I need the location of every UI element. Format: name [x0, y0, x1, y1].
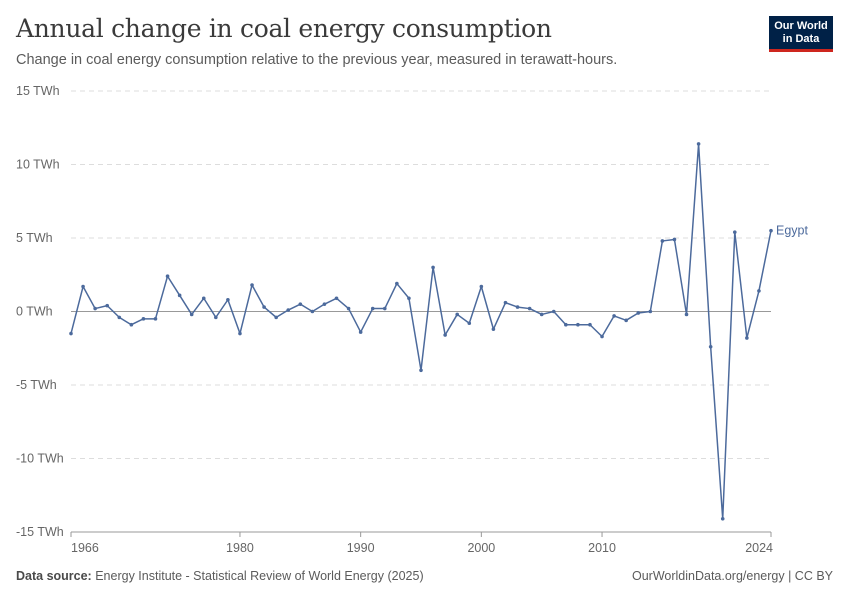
gridlines	[71, 90, 771, 533]
y-tick-label: 15 TWh	[16, 84, 60, 98]
data-point[interactable]	[515, 305, 520, 309]
data-point[interactable]	[274, 315, 278, 320]
data-point[interactable]	[177, 293, 182, 298]
data-point[interactable]	[286, 308, 291, 312]
data-point[interactable]	[732, 230, 737, 234]
chart-subtitle: Change in coal energy consumption relati…	[16, 52, 618, 68]
series-label-egypt[interactable]: Egypt	[776, 224, 808, 238]
series-lines	[70, 143, 772, 520]
data-point[interactable]	[588, 322, 592, 327]
data-point[interactable]	[153, 317, 158, 321]
logo-line-1: Our World	[774, 20, 828, 32]
data-point[interactable]	[564, 322, 568, 327]
data-source-text: Energy Institute - Statistical Review of…	[95, 569, 424, 583]
data-point[interactable]	[636, 311, 641, 315]
data-point[interactable]	[769, 228, 773, 233]
data-point[interactable]	[81, 284, 85, 289]
data-point[interactable]	[226, 297, 230, 302]
y-tick-label: 5 TWh	[16, 231, 53, 245]
data-point[interactable]	[382, 306, 387, 311]
chart-title: Annual change in coal energy consumption	[16, 14, 552, 43]
data-point[interactable]	[322, 302, 327, 306]
data-point[interactable]	[491, 327, 496, 331]
data-point[interactable]	[250, 283, 254, 287]
data-point[interactable]	[129, 322, 134, 327]
data-point[interactable]	[551, 309, 556, 314]
data-point[interactable]	[214, 315, 218, 320]
data-point[interactable]	[334, 296, 339, 301]
data-point[interactable]	[298, 302, 303, 306]
series-labels: Egypt	[776, 224, 808, 238]
data-point[interactable]	[310, 309, 315, 314]
data-point[interactable]	[696, 142, 701, 146]
data-point[interactable]	[539, 312, 544, 317]
data-points	[69, 142, 773, 521]
data-point[interactable]	[189, 312, 194, 317]
data-point[interactable]	[527, 306, 532, 311]
data-point[interactable]	[69, 331, 73, 336]
data-point[interactable]	[455, 312, 460, 317]
data-point[interactable]	[395, 281, 399, 286]
data-point[interactable]	[93, 306, 97, 311]
owid-logo[interactable]: Our World in Data	[769, 16, 833, 52]
y-tick-label: 10 TWh	[16, 158, 60, 172]
x-tick-label: 2010	[588, 541, 616, 555]
y-tick-label: 0 TWh	[16, 305, 53, 319]
y-tick-label: -15 TWh	[16, 525, 64, 539]
x-tick-label: 1966	[71, 541, 99, 555]
data-point[interactable]	[419, 368, 423, 373]
data-point[interactable]	[503, 300, 508, 305]
data-point[interactable]	[757, 289, 761, 293]
data-point[interactable]	[262, 305, 266, 309]
data-point[interactable]	[612, 314, 616, 318]
data-point[interactable]	[431, 265, 435, 270]
y-tick-label: -10 TWh	[16, 452, 64, 466]
data-source: Data source: Energy Institute - Statisti…	[16, 569, 424, 583]
y-tick-label: -5 TWh	[16, 378, 57, 392]
data-point[interactable]	[467, 321, 472, 326]
data-point[interactable]	[600, 334, 604, 339]
x-tick-label: 1990	[347, 541, 375, 555]
footer-credit[interactable]: OurWorldinData.org/energy | CC BY	[631, 569, 833, 583]
data-point[interactable]	[479, 284, 484, 289]
x-tick-label: 2000	[467, 541, 495, 555]
x-tick-label: 1980	[226, 541, 254, 555]
series-line-egypt	[70, 143, 772, 520]
data-point[interactable]	[660, 239, 665, 243]
data-point[interactable]	[370, 306, 375, 311]
data-point[interactable]	[576, 322, 580, 327]
data-point[interactable]	[745, 336, 749, 340]
logo-line-2: in Data	[782, 32, 820, 45]
data-point[interactable]	[105, 303, 110, 308]
data-point[interactable]	[141, 317, 146, 321]
data-point[interactable]	[443, 333, 447, 337]
data-point[interactable]	[201, 296, 206, 301]
data-point[interactable]	[358, 330, 363, 334]
y-axis-ticks: -15 TWh -10 TWh -5 TWh 0 TWh 5 TWh 10 TWh 15 T…	[16, 84, 64, 539]
data-point[interactable]	[708, 344, 713, 349]
data-point[interactable]	[117, 315, 122, 320]
data-point[interactable]	[346, 306, 351, 311]
data-point[interactable]	[684, 312, 689, 317]
data-point[interactable]	[672, 237, 677, 242]
data-point[interactable]	[407, 296, 411, 301]
x-axis: 1966 1980 1990 2000 2010 2024	[70, 531, 773, 555]
x-tick-label: 2024	[745, 541, 773, 555]
data-point[interactable]	[238, 331, 242, 336]
data-point[interactable]	[624, 318, 628, 323]
data-point[interactable]	[720, 516, 725, 521]
data-point[interactable]	[648, 309, 653, 314]
data-source-label: Data source:	[16, 569, 92, 583]
data-point[interactable]	[165, 274, 170, 279]
